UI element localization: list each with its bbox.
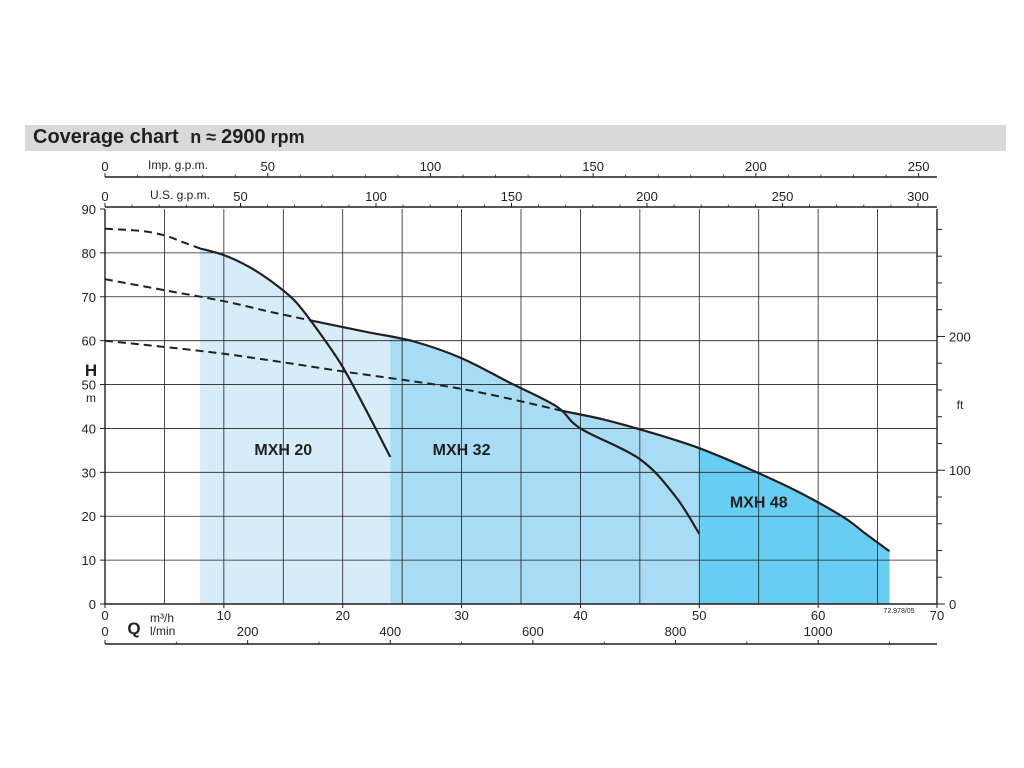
lmin-unit-label: l/min xyxy=(150,624,175,638)
speed-label: n ≈ 2900 rpm xyxy=(190,126,305,148)
y-right-unit: ft xyxy=(957,398,964,412)
y-left-tick-label: 20 xyxy=(82,509,96,524)
y-right-tick-label: 100 xyxy=(949,463,971,478)
y-axis-unit: m xyxy=(86,391,96,405)
lmin-tick-label: 0 xyxy=(101,624,108,639)
series-label-3: MXH 48 xyxy=(730,494,788,511)
m3h-tick-label: 10 xyxy=(217,608,231,623)
flow-symbol: Q xyxy=(127,619,140,638)
y-left-tick-label: 30 xyxy=(82,465,96,480)
lmin-tick-label: 200 xyxy=(237,624,259,639)
y-left-tick-label: 40 xyxy=(82,421,96,436)
y-right-tick-label: 200 xyxy=(949,329,971,344)
reference-code: 72.978/05 xyxy=(883,608,914,615)
imp-gpm-tick-label: 50 xyxy=(260,159,274,174)
us-gpm-tick-label: 200 xyxy=(636,189,658,204)
imp-gpm-tick-label: 0 xyxy=(101,159,108,174)
speed-value: 2900 xyxy=(221,126,266,148)
pump-curve-dashed-2 xyxy=(104,278,314,322)
y-left-tick-label: 0 xyxy=(89,597,96,612)
us-gpm-tick-label: 300 xyxy=(907,189,929,204)
m3h-tick-label: 60 xyxy=(811,608,825,623)
m3h-tick-label: 30 xyxy=(454,608,468,623)
m3h-tick-label: 0 xyxy=(101,608,108,623)
chart-title: Coverage chart n ≈ 2900 rpm xyxy=(33,126,305,149)
us-gpm-label: U.S. g.p.m. xyxy=(150,188,210,202)
coverage-fills xyxy=(200,248,890,604)
series-label-2: MXH 32 xyxy=(433,442,491,459)
y-axis-label: H xyxy=(85,361,97,380)
imp-gpm-tick-label: 200 xyxy=(745,159,767,174)
imp-gpm-tick-label: 250 xyxy=(908,159,930,174)
lmin-tick-label: 800 xyxy=(665,624,687,639)
chart-title-bar: Coverage chart n ≈ 2900 rpm xyxy=(25,125,1006,151)
us-gpm-tick-label: 0 xyxy=(101,189,108,204)
coverage-area-2 xyxy=(390,336,700,604)
axes xyxy=(100,173,945,645)
pump-curve-2 xyxy=(312,319,701,535)
pump-curve-3 xyxy=(562,409,891,553)
us-gpm-tick-label: 100 xyxy=(365,189,387,204)
chart-title-text: Coverage chart xyxy=(33,126,179,148)
y-left-tick-label: 50 xyxy=(82,378,96,393)
pump-curve-dashed-3 xyxy=(104,339,563,412)
series-label-1: MXH 20 xyxy=(254,442,312,459)
speed-prefix: n ≈ xyxy=(190,127,217,147)
imp-gpm-tick-label: 150 xyxy=(582,159,604,174)
pump-curve-1 xyxy=(199,247,392,458)
lmin-tick-label: 600 xyxy=(522,624,544,639)
pump-curves xyxy=(104,227,891,553)
pump-curve-dashed-1 xyxy=(104,227,201,250)
lmin-tick-label: 400 xyxy=(379,624,401,639)
lmin-tick-label: 1000 xyxy=(804,624,833,639)
m3h-tick-label: 20 xyxy=(335,608,349,623)
us-gpm-tick-label: 250 xyxy=(772,189,794,204)
m3h-tick-label: 70 xyxy=(930,608,944,623)
y-left-tick-label: 70 xyxy=(82,290,96,305)
y-left-tick-label: 80 xyxy=(82,246,96,261)
m3h-tick-label: 40 xyxy=(573,608,587,623)
coverage-area-3 xyxy=(699,448,890,604)
imp-gpm-tick-label: 100 xyxy=(420,159,442,174)
y-left-tick-label: 90 xyxy=(82,202,96,217)
y-left-tick-label: 60 xyxy=(82,334,96,349)
y-right-tick-label: 0 xyxy=(949,597,956,612)
m3h-unit-label: m³/h xyxy=(150,611,174,625)
imp-gpm-label: Imp. g.p.m. xyxy=(148,158,208,172)
y-left-tick-label: 10 xyxy=(82,553,96,568)
grid-lines xyxy=(105,209,937,604)
us-gpm-tick-label: 50 xyxy=(233,189,247,204)
us-gpm-tick-label: 150 xyxy=(501,189,523,204)
speed-unit: rpm xyxy=(270,127,305,147)
m3h-tick-label: 50 xyxy=(692,608,706,623)
